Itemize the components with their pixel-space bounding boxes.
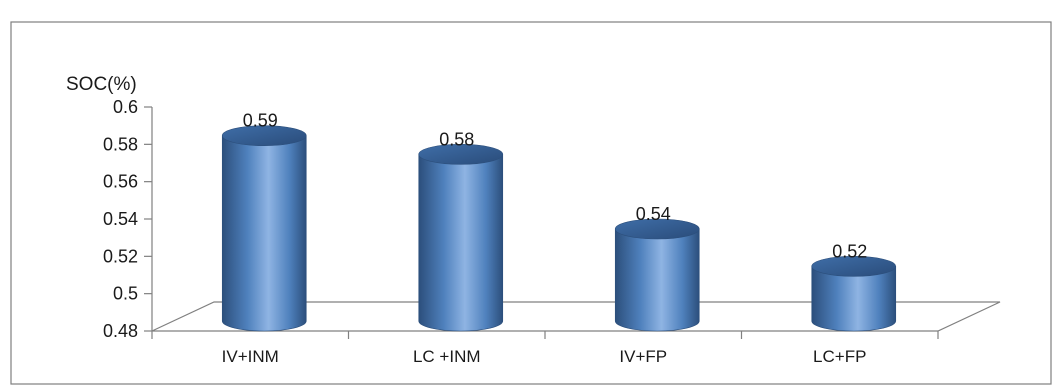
x-tick-label: IV+FP [619,347,667,366]
bar [614,218,700,332]
bar-top [418,144,504,165]
data-label: 0.59 [243,111,278,131]
y-tick-label: 0.6 [113,97,138,117]
bar-body [418,154,504,332]
x-tick-label: LC +INM [413,347,481,366]
bar-body [221,135,307,332]
bar-top [811,256,897,277]
data-label: 0.58 [439,129,474,149]
bar [811,256,897,332]
data-label: 0.52 [832,241,867,261]
bar [418,144,504,332]
bar-top [221,125,307,146]
bar-body [614,228,700,332]
chart-frame [10,21,1052,385]
x-tick-label: IV+INM [222,347,279,366]
x-tick-label: LC+FP [813,347,866,366]
bar [221,125,307,332]
chart-floor [151,301,1001,332]
y-tick-label: 0.5 [113,284,138,304]
bar-body [811,266,897,332]
y-tick-label: 0.54 [103,209,138,229]
y-axis-label: SOC(%) [66,74,137,95]
y-tick-label: 0.48 [103,321,138,341]
y-tick-label: 0.58 [103,134,138,154]
bar-top [614,218,700,240]
y-tick-label: 0.56 [103,172,138,192]
data-label: 0.54 [636,204,671,224]
y-tick-label: 0.52 [103,246,138,266]
